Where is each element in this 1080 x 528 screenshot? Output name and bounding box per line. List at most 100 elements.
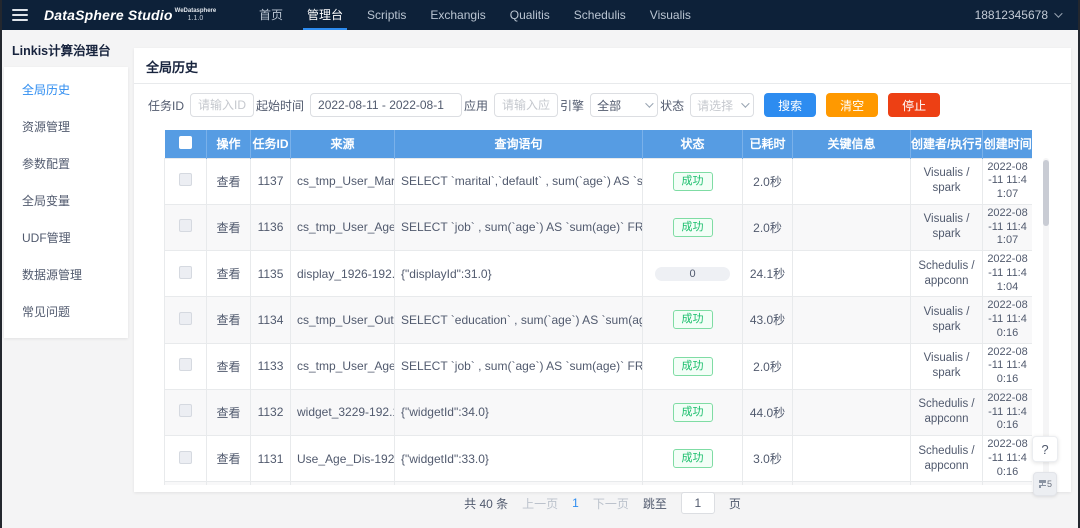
- nav-item-5[interactable]: Qualitis: [509, 8, 550, 22]
- cell-source: cs_tmp_User_Outcome_...: [290, 296, 395, 344]
- user-phone: 18812345678: [974, 8, 1048, 22]
- hamburger-menu-icon[interactable]: [12, 9, 28, 21]
- next-page-button[interactable]: 下一页: [592, 496, 629, 511]
- app-input[interactable]: [494, 93, 559, 117]
- cell-created: 2022-08-11 11:40:16: [982, 296, 1032, 344]
- cell-query: SELECT `job` , sum(`age`) AS `sum(age)` …: [394, 342, 643, 390]
- column-header: 创建时间: [982, 130, 1032, 158]
- cell-created: 2022-08-11 11:41:04: [982, 249, 1032, 298]
- cell-key-info: [792, 203, 911, 252]
- cell-query: SELECT `marital`,`default` , sum(`age`) …: [394, 157, 643, 205]
- scrollbar-thumb[interactable]: [1043, 160, 1049, 226]
- progress-bar: 0: [655, 266, 730, 281]
- date-range-input[interactable]: [310, 93, 463, 117]
- view-link[interactable]: 查看: [216, 174, 241, 189]
- engine-select-value: 全部: [597, 98, 622, 113]
- chevron-down-icon: [645, 99, 654, 108]
- cell-task-id: 1134: [250, 296, 291, 344]
- nav-item-7[interactable]: Visualis: [649, 8, 691, 22]
- app-logo-text: DataSphere Studio: [44, 7, 173, 23]
- row-checkbox[interactable]: [179, 450, 192, 464]
- sidebar-item-7[interactable]: 常见问题: [22, 305, 71, 319]
- column-header: 创建者/执行引擎: [910, 130, 983, 158]
- view-link[interactable]: 查看: [216, 267, 241, 282]
- view-link[interactable]: 查看: [216, 220, 241, 235]
- sidebar-item-6[interactable]: 数据源管理: [22, 268, 83, 282]
- cell-task-id: 1133: [250, 342, 291, 390]
- cell-source: cs_tmp_User_Age_Distri...: [290, 342, 395, 390]
- search-button[interactable]: 搜索: [764, 93, 817, 117]
- view-link[interactable]: 查看: [216, 405, 241, 420]
- row-checkbox[interactable]: [179, 265, 192, 279]
- nav-item-3[interactable]: Scriptis: [367, 8, 407, 22]
- cell-elapsed: 2.0秒: [742, 203, 793, 252]
- task-id-input[interactable]: [190, 93, 255, 117]
- sidebar-item-5[interactable]: UDF管理: [22, 231, 71, 245]
- cell-task-id: 1137: [250, 157, 291, 205]
- clear-button[interactable]: 清空: [826, 93, 879, 117]
- cell-task-id: 1136: [250, 203, 291, 252]
- cell-query: {"widgetId":34.0}: [394, 388, 643, 437]
- cell-query: SELECT `job` , sum(`age`) AS `sum(age)` …: [394, 203, 643, 252]
- cell-elapsed: 3.0秒: [742, 434, 793, 483]
- view-link[interactable]: 查看: [216, 359, 241, 374]
- engine-label: 引擎: [560, 98, 585, 113]
- nav-item-6[interactable]: Schedulis: [573, 8, 626, 22]
- engine-select[interactable]: 全部: [590, 93, 659, 117]
- sidebar-item-3[interactable]: 参数配置: [22, 157, 71, 171]
- status-label: 状态: [660, 98, 685, 113]
- cell-created: 2022-08-11 11:41:07: [982, 203, 1032, 252]
- view-link[interactable]: 查看: [216, 313, 241, 328]
- scale-widget-button[interactable]: 5: [1033, 472, 1057, 496]
- help-button[interactable]: ?: [1032, 436, 1058, 462]
- cell-key-info: [792, 481, 911, 485]
- cell-creator: Visualis / spark: [910, 342, 983, 390]
- cell-created: 2022-08-11 11:40:16: [982, 342, 1032, 390]
- cell-status: 0: [642, 249, 743, 298]
- select-all-checkbox[interactable]: [178, 135, 192, 149]
- cell-creator: Schedulis / appconn: [910, 388, 983, 437]
- pagination-total: 共 40 条: [464, 496, 509, 511]
- row-checkbox[interactable]: [179, 219, 192, 233]
- sidebar-menu: 全局历史资源管理参数配置全局变量 UDF管理数据源管理常见问题: [4, 67, 128, 338]
- cell-status: 成功: [642, 296, 743, 344]
- sidebar-item-1[interactable]: 全局历史: [22, 83, 71, 97]
- question-mark-icon: ?: [1041, 441, 1049, 457]
- page-number-1[interactable]: 1: [572, 496, 579, 510]
- view-link[interactable]: 查看: [216, 452, 241, 467]
- nav-menu: 首页 管理台 Scriptis Exchangis Qualitis Schedulis V…: [247, 0, 703, 30]
- cell-source: cs_tmp_User_Mariage_rs...: [290, 157, 395, 205]
- user-menu[interactable]: 18812345678: [974, 8, 1063, 22]
- column-header: 查询语句: [394, 130, 643, 158]
- cell-creator: Visualis / spark: [910, 296, 983, 344]
- jump-suffix-label: 页: [728, 496, 741, 511]
- row-checkbox[interactable]: [179, 358, 192, 372]
- column-header: 来源: [290, 130, 395, 158]
- row-checkbox[interactable]: [179, 173, 192, 187]
- cell-key-info: [792, 388, 911, 437]
- sidebar-item-4[interactable]: 全局变量: [22, 194, 71, 208]
- status-select[interactable]: 请选择: [690, 93, 755, 117]
- nav-item-2[interactable]: 管理台: [295, 0, 355, 30]
- nav-item-1[interactable]: 首页: [259, 8, 284, 22]
- prev-page-button[interactable]: 上一页: [522, 496, 559, 511]
- task-id-label: 任务ID: [148, 98, 185, 113]
- status-badge: 成功: [672, 402, 713, 422]
- sidebar-item-2[interactable]: 资源管理: [22, 120, 71, 134]
- status-badge: 成功: [672, 356, 713, 376]
- nav-item-4[interactable]: Exchangis: [430, 8, 486, 22]
- status-badge: 成功: [672, 310, 713, 330]
- cell-source: Use_Age_Dis-192.168.2...: [290, 434, 395, 483]
- cell-key-info: [792, 434, 911, 483]
- table-row: 查看 1135display_1926-192.168.2...{"display…: [164, 249, 1032, 298]
- logo-brand-sup: WeDatasphere: [174, 8, 217, 14]
- row-checkbox[interactable]: [179, 404, 192, 418]
- jump-page-input[interactable]: [680, 492, 715, 514]
- stop-button[interactable]: 停止: [888, 93, 941, 117]
- column-header: 状态: [642, 130, 743, 158]
- row-checkbox[interactable]: [179, 311, 192, 325]
